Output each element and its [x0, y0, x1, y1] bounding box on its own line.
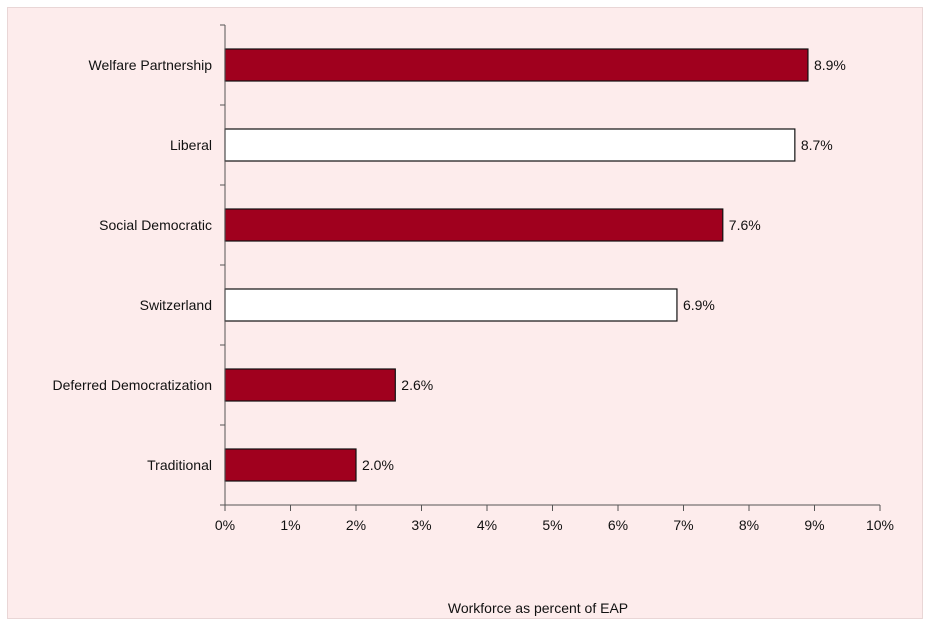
axes-group	[220, 24, 881, 511]
bar-welfare-partnership	[224, 48, 809, 82]
category-label: Switzerland	[140, 297, 212, 313]
data-label: 8.7%	[801, 137, 833, 153]
category-label: Traditional	[147, 457, 212, 473]
x-tick-label: 9%	[804, 517, 824, 533]
data-label: 6.9%	[683, 297, 715, 313]
labels-group: 8.9% Welfare Partnership 8.7% Liberal 7.6% So…	[52, 57, 894, 533]
x-tick-label: 10%	[866, 517, 894, 533]
x-tick-label: 3%	[411, 517, 431, 533]
x-tick-label: 5%	[542, 517, 562, 533]
x-tick-label: 8%	[739, 517, 759, 533]
x-tick-label: 1%	[280, 517, 300, 533]
bar-switzerland	[224, 288, 678, 322]
bar-liberal	[224, 128, 796, 162]
data-label: 2.0%	[362, 457, 394, 473]
x-axis-title: Workforce as percent of EAP	[448, 600, 628, 616]
category-label: Liberal	[170, 137, 212, 153]
data-label: 2.6%	[401, 377, 433, 393]
x-tick-label: 7%	[673, 517, 693, 533]
bar-deferred-democratization	[224, 368, 396, 402]
category-label: Welfare Partnership	[89, 57, 213, 73]
x-tick-label: 2%	[346, 517, 366, 533]
x-tick-label: 0%	[215, 517, 235, 533]
category-label: Social Democratic	[99, 217, 212, 233]
bar-traditional	[224, 448, 357, 482]
category-label: Deferred Democratization	[52, 377, 212, 393]
bar-social-democratic	[224, 208, 724, 242]
x-tick-label: 4%	[477, 517, 497, 533]
bars-group	[224, 48, 809, 482]
x-tick-label: 6%	[608, 517, 628, 533]
data-label: 7.6%	[729, 217, 761, 233]
data-label: 8.9%	[814, 57, 846, 73]
